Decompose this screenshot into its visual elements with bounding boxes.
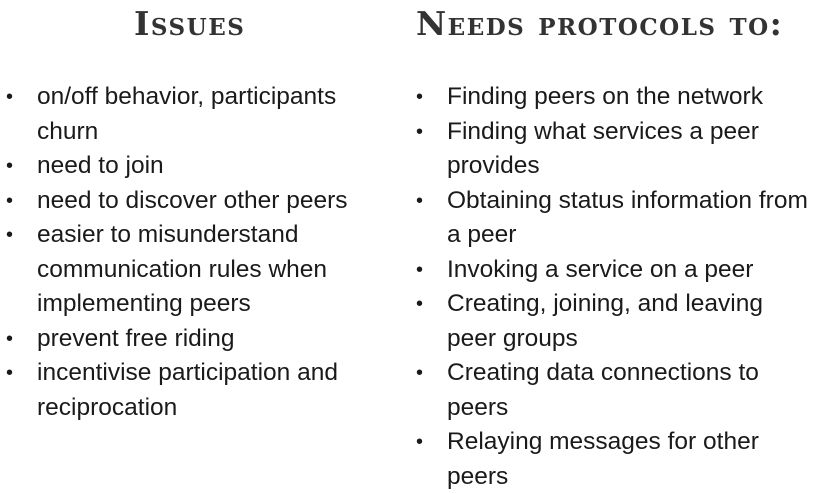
- bullet-icon: •: [416, 120, 424, 143]
- bullet-icon: •: [416, 258, 424, 281]
- bullet-icon: •: [416, 431, 424, 453]
- issues-heading: Issues: [134, 4, 246, 43]
- list-item: • Creating data connections to peers: [410, 356, 815, 425]
- list-item-text: need to join: [37, 152, 164, 179]
- list-item: • easier to misunderstand communication r…: [0, 218, 395, 322]
- list-item-text: Finding peers on the network: [447, 83, 763, 110]
- list-item-text: Creating data connections to peers: [447, 359, 759, 421]
- list-item: • Invoking a service on a peer: [410, 253, 815, 288]
- list-item-text: easier to misunderstand communication ru…: [37, 221, 328, 317]
- bullet-icon: •: [6, 86, 14, 108]
- list-item-text: Relaying messages for other peers: [447, 428, 759, 490]
- list-item: • need to join: [0, 149, 395, 184]
- list-item: • Obtaining status information from a pee…: [410, 184, 815, 253]
- bullet-icon: •: [6, 327, 14, 350]
- bullet-icon: •: [416, 293, 424, 315]
- protocols-list: • Finding peers on the network • Finding w…: [410, 80, 815, 494]
- list-item: • on/off behavior, participants churn: [0, 80, 395, 149]
- list-item-text: Finding what services a peer provides: [447, 117, 759, 180]
- list-item-text: Invoking a service on a peer: [447, 255, 754, 283]
- list-item: • Finding peers on the network: [410, 80, 815, 115]
- protocols-heading: Needs protocols to:: [416, 4, 784, 43]
- issues-list: • on/off behavior, participants churn • ne…: [0, 80, 395, 425]
- bullet-icon: •: [6, 155, 14, 177]
- list-item: • incentivise participation and reciproca…: [0, 356, 395, 425]
- list-item-text: prevent free riding: [37, 324, 235, 352]
- bullet-icon: •: [6, 189, 14, 212]
- list-item: • need to discover other peers: [0, 184, 395, 219]
- bullet-icon: •: [416, 86, 424, 108]
- list-item: • Relaying messages for other peers: [410, 425, 815, 494]
- list-item-text: on/off behavior, participants churn: [37, 83, 337, 145]
- list-item: • prevent free riding: [0, 322, 395, 357]
- bullet-icon: •: [416, 189, 424, 212]
- list-item-text: Creating, joining, and leaving peer grou…: [447, 290, 763, 352]
- list-item-text: Obtaining status information from a peer: [447, 186, 808, 249]
- list-item: • Creating, joining, and leaving peer gro…: [410, 287, 815, 356]
- list-item-text: incentivise participation and reciprocat…: [37, 359, 338, 421]
- list-item-text: need to discover other peers: [37, 186, 348, 214]
- bullet-icon: •: [6, 224, 14, 246]
- bullet-icon: •: [416, 362, 424, 384]
- bullet-icon: •: [6, 362, 14, 384]
- list-item: • Finding what services a peer provides: [410, 115, 815, 184]
